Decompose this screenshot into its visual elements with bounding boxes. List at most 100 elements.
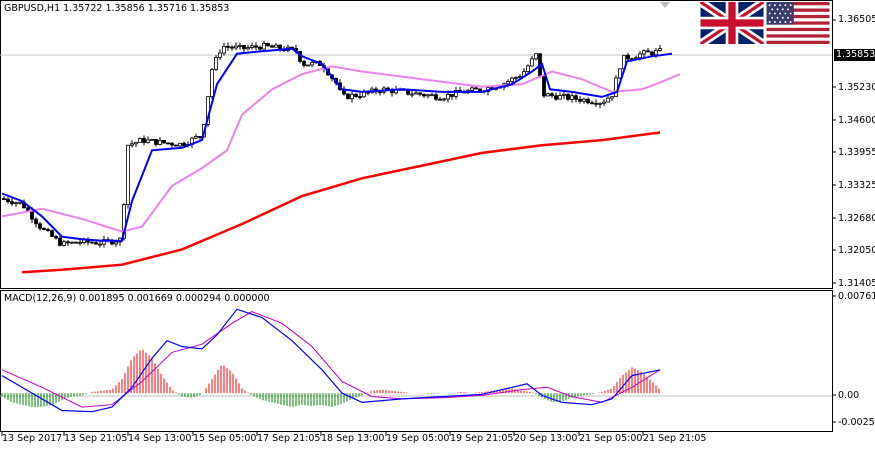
candle-body [434, 94, 438, 100]
candle-body [618, 68, 622, 79]
macd-tick-label: -0.0025 [838, 417, 875, 428]
candle-body [470, 87, 474, 91]
candle-body [578, 98, 582, 102]
candle-body [510, 77, 514, 82]
candle-body [614, 77, 618, 98]
candle-body [526, 65, 530, 73]
candle-body [274, 44, 278, 48]
candle-body [2, 198, 6, 200]
candle-body [226, 45, 230, 48]
time-tick-label: 17 Sep 21:05 [257, 433, 321, 444]
candle-body [266, 42, 270, 47]
candle-body [42, 228, 46, 230]
candle-body [74, 241, 78, 244]
candle-body [450, 93, 454, 97]
candle-body [590, 102, 594, 105]
macd-signal-line [1, 311, 661, 408]
long-ma-line [21, 131, 661, 274]
candle-body [98, 243, 102, 246]
candle-body [306, 64, 310, 67]
candle-body [594, 102, 598, 105]
candle-body [250, 45, 254, 48]
candle-body [354, 93, 358, 97]
candle-body [650, 51, 654, 56]
us-flag-icon [766, 2, 830, 44]
candle-body [598, 102, 602, 105]
macd-pane-frame [0, 290, 833, 432]
slow-ma-line [1, 65, 681, 233]
candle-body [574, 95, 578, 100]
candle-body [546, 93, 550, 97]
candle-body [514, 76, 518, 79]
candle-body [50, 230, 54, 237]
candle-body [38, 223, 42, 229]
candle-body [66, 241, 70, 244]
candle-body [570, 95, 574, 100]
candle-body [162, 140, 166, 144]
candle-body [550, 93, 554, 97]
candle-body [346, 93, 350, 100]
candle-body [534, 53, 538, 60]
candle-body [130, 143, 134, 146]
price-tick-label: 1.31405 [838, 278, 875, 289]
candle-body [474, 87, 478, 90]
candle-body [62, 241, 66, 246]
macd-tick-label: 0.00 [838, 390, 860, 401]
macd-main-line [1, 308, 661, 413]
candle-body [34, 218, 38, 225]
candle-body [638, 53, 642, 59]
candle-body [418, 92, 422, 95]
candle-body [154, 139, 158, 145]
candle-body [230, 46, 234, 49]
time-tick-label: 19 Sep 05:00 [386, 433, 450, 444]
candle-body [426, 94, 430, 97]
candle-body [18, 201, 22, 204]
candle-body [442, 98, 446, 101]
candle-body [478, 88, 482, 92]
time-tick-label: 14 Sep 13:00 [128, 433, 192, 444]
candle-body [278, 44, 282, 50]
candle-body [102, 239, 106, 245]
candle-body [310, 62, 314, 66]
candle-body [586, 98, 590, 104]
candle-body [214, 56, 218, 70]
candle-body [530, 58, 534, 67]
macd-tick-label: 0.007619 [838, 291, 875, 302]
candle-body [302, 60, 306, 66]
candle-body [554, 95, 558, 100]
candle-body [646, 50, 650, 53]
time-tick-label: 19 Sep 21:05 [450, 433, 514, 444]
price-tick-label: 1.35230 [838, 82, 875, 93]
candle-body [606, 97, 610, 103]
chevron-down-icon[interactable] [660, 2, 670, 8]
candle-body [30, 210, 34, 220]
candle-body [562, 93, 566, 96]
candle-body [610, 96, 614, 99]
candle-body [358, 96, 362, 98]
candle-body [10, 201, 14, 205]
candle-body [258, 46, 262, 50]
candle-body [222, 45, 226, 54]
fast-ma-line [1, 47, 673, 242]
candle-body [122, 204, 126, 239]
time-tick-label: 20 Sep 13:00 [514, 433, 578, 444]
candle-body [558, 95, 562, 100]
candle-body [174, 144, 178, 147]
candle-body [658, 48, 662, 51]
candle-body [170, 142, 174, 146]
candle-body [430, 94, 434, 97]
macd-header: MACD(12,26,9) 0.001895 0.001669 0.000294… [4, 293, 270, 304]
candle-body [242, 45, 246, 50]
candle-body [54, 236, 58, 239]
time-tick-label: 21 Sep 21:05 [643, 433, 707, 444]
candle-body [14, 202, 18, 205]
candle-body [254, 45, 258, 48]
candle-body [238, 45, 242, 47]
main-pane-frame [0, 0, 833, 289]
candle-body [78, 242, 82, 244]
symbol-header: GBPUSD,H1 1.35722 1.35856 1.35716 1.3585… [4, 3, 230, 14]
candle-body [626, 54, 630, 60]
candle-body [182, 142, 186, 147]
candle-body [246, 47, 250, 50]
